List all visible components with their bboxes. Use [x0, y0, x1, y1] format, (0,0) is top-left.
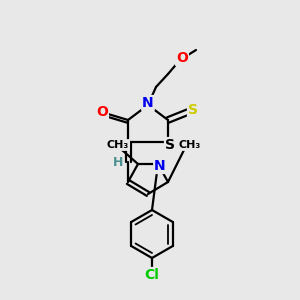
- Text: CH₃: CH₃: [179, 140, 201, 150]
- Text: S: S: [188, 103, 198, 117]
- Text: Cl: Cl: [145, 268, 159, 282]
- Text: CH₃: CH₃: [107, 140, 129, 150]
- Text: O: O: [96, 105, 108, 119]
- Text: S: S: [165, 138, 175, 152]
- Text: H: H: [113, 155, 123, 169]
- Text: N: N: [142, 96, 154, 110]
- Text: N: N: [154, 159, 166, 173]
- Text: O: O: [176, 51, 188, 65]
